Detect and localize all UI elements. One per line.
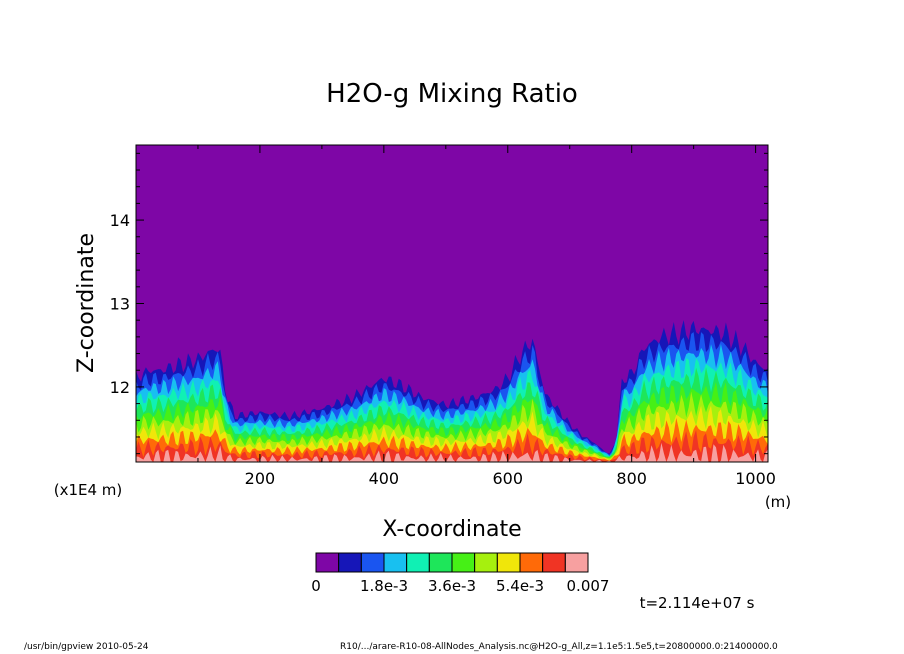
colorbar-tick-label: 3.6e-3 (428, 577, 476, 595)
chart-title: H2O-g Mixing Ratio (326, 79, 578, 109)
x-tick-label: 200 (245, 469, 276, 488)
colorbar-swatch (428, 552, 453, 573)
x-tick-label: 1000 (735, 469, 776, 488)
time-label: t=2.114e+07 s (640, 594, 755, 612)
colorbar-tick-label: 5.4e-3 (496, 577, 544, 595)
colorbar-swatch (542, 552, 566, 573)
contour-band (136, 405, 768, 462)
footer-right: R10/.../arare-R10-08-AllNodes_Analysis.n… (340, 642, 778, 652)
x-unit-label: (m) (765, 493, 791, 511)
colorbar-swatch (315, 552, 340, 573)
x-tick-label: 800 (616, 469, 647, 488)
colorbar-swatch (451, 552, 476, 573)
colorbar-swatch (406, 552, 430, 573)
colorbar-tick-label: 1.8e-3 (360, 577, 408, 595)
colorbar-swatch (474, 552, 498, 573)
y-tick-label: 12 (110, 378, 130, 397)
colorbar: 0 1.8e-3 3.6e-3 5.4e-3 0.007 (311, 552, 610, 595)
x-tick-label: 400 (369, 469, 400, 488)
colorbar-tick-label: 0 (311, 577, 321, 595)
contour-band (136, 391, 768, 462)
x-tick-label: 600 (492, 469, 523, 488)
colorbar-swatch (519, 552, 544, 573)
plot-area: 200 400 600 800 1000 12 13 14 (110, 144, 776, 488)
field-bands (136, 320, 768, 462)
colorbar-swatch (383, 552, 408, 573)
y-unit-label: (x1E4 m) (54, 481, 123, 499)
colorbar-swatch (564, 552, 589, 573)
x-axis-label: X-coordinate (382, 517, 521, 542)
colorbar-swatch (496, 552, 521, 573)
contour-band (136, 442, 768, 462)
y-tick-label: 13 (110, 295, 130, 314)
y-axis-label: Z-coordinate (74, 233, 99, 373)
colorbar-swatch (360, 552, 385, 573)
y-tick-label: 14 (110, 211, 130, 230)
colorbar-tick-label: 0.007 (567, 577, 610, 595)
colorbar-swatch (338, 552, 362, 573)
footer-left: /usr/bin/gpview 2010-05-24 (24, 642, 149, 652)
